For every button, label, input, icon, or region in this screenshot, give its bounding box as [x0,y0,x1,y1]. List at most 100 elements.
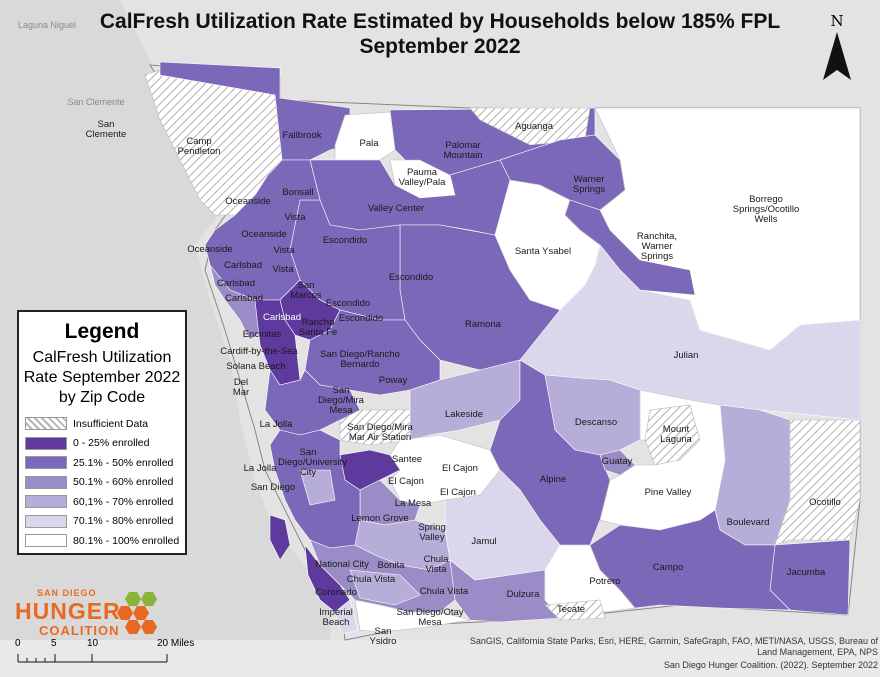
legend-swatch [25,514,67,528]
label-potrero: Potrero [589,576,621,587]
zip-oceanside-vista [204,159,321,301]
label-oceanside-2: Oceanside [241,229,287,240]
label-la-jolla-1: La Jolla [259,419,293,430]
legend-swatch [25,534,67,548]
legend-swatch [25,436,67,450]
label-university-city: San Diego/University City [278,447,348,478]
hexagon-logo-icon [117,592,157,634]
label-la-mesa: La Mesa [394,498,432,509]
scale-tick-0: 0 [15,638,21,649]
logo-line-2: HUNGER [15,598,121,624]
label-carlsbad-3: Carlsbad [224,293,264,304]
label-solana-beach: Solana Beach [226,361,286,372]
label-encinitas: Encinitas [242,329,282,340]
label-santee: Santee [391,454,423,465]
label-chula-vista-1: Chula Vista [423,554,449,575]
label-pine-valley: Pine Valley [644,487,692,498]
legend-row: 0 - 25% enrolled [25,434,185,454]
north-arrow: N [820,12,854,90]
label-ranchita: Ranchita, Warner Springs [636,231,678,262]
label-carlsbad-4: Carlsbad [262,312,302,323]
label-santa-ysabel: Santa Ysabel [514,246,572,257]
label-carlsbad-1: Carlsbad [223,260,263,271]
label-rancho-bernardo: San Diego/Rancho Bernardo [320,349,400,370]
scale-bar: 0 5 10 20 Miles [15,638,215,672]
label-otay-mesa: San Diego/Otay Mesa [396,607,464,628]
label-escondido-1: Escondido [322,235,368,246]
label-poway: Poway [378,375,408,386]
zip-ocotillo [774,419,861,546]
label-mount-laguna: Mount Laguna [660,424,692,445]
label-fallbrook: Fallbrook [282,130,322,141]
legend-row: Insufficient Data [25,414,185,434]
scale-tick-5: 5 [51,638,57,649]
north-arrow-icon [823,32,851,80]
label-san-diego: San Diego [250,482,296,493]
logo-line-1: SAN DIEGO [37,588,97,598]
label-del-mar: Del Mar [232,377,250,398]
legend-row: 80.1% - 100% enrolled [25,531,185,551]
label-camp-pendleton: Camp Pendleton [177,136,221,157]
basemap-mexico [0,640,880,677]
map-subtitle: September 2022 [359,35,521,58]
label-mira-mesa: San Diego/Mira Mesa [318,385,364,416]
label-pauma-valley: Pauma Valley/Pala [398,167,446,188]
label-lemon-grove: Lemon Grove [351,513,409,524]
label-alpine: Alpine [539,474,567,485]
label-la-jolla-2: La Jolla [243,463,277,474]
label-lakeside: Lakeside [444,409,484,420]
zip-chula-vista-east [349,569,421,606]
label-boulevard: Boulevard [726,517,770,528]
label-imperial-beach: Imperial Beach [319,607,353,628]
legend-heading: Legend [64,320,140,343]
zip-carlsbad [209,264,266,341]
north-label: N [830,12,844,30]
legend-row: 70.1% - 80% enrolled [25,512,185,532]
legend-swatch [25,495,67,509]
label-jacumba: Jacumba [786,567,826,578]
label-ramona: Ramona [465,319,501,330]
label-pala: Pala [359,138,379,149]
label-guatay: Guatay [601,456,633,467]
zip-tecate [544,599,606,621]
legend-swatch-hatch [25,417,67,431]
label-escondido-4: Escondido [338,313,384,324]
label-miramar: San Diego/Mira Mar Air Station [347,422,413,443]
legend: Legend CalFresh Utilization Rate Septemb… [17,310,187,555]
label-palomar-mountain: Palomar Mountain [443,140,483,161]
legend-label: 80.1% - 100% enrolled [73,534,180,547]
legend-subtitle: CalFresh Utilization Rate September 2022… [23,349,181,406]
label-carlsbad-2: Carlsbad [216,278,256,289]
label-escondido-2: Escondido [388,272,434,283]
label-vista-1: Vista [284,212,306,223]
legend-row: 25.1% - 50% enrolled [25,453,185,473]
map-title: CalFresh Utilization Rate Estimated by H… [99,10,781,33]
label-san-ysidro: San Ysidro [369,626,397,647]
label-valley-center: Valley Center [367,203,425,214]
zip-fallbrook [159,61,351,161]
legend-label: Insufficient Data [73,417,149,430]
zip-imperial-beach [334,599,359,635]
label-spring-valley: Spring Valley [418,522,446,543]
label-vista-3: Vista [272,264,294,275]
legend-label: 60,1% - 70% enrolled [73,495,174,508]
zip-university-city [299,469,336,506]
label-rancho-santa-fe: Rancho Santa Fe [298,317,338,338]
citation-credit: San Diego Hunger Coalition. (2022). Sept… [663,660,878,670]
label-dulzura: Dulzura [506,589,540,600]
sources-credit: SanGIS, California State Parks, Esri, HE… [469,636,878,657]
label-oceanside-3: Oceanside [187,244,233,255]
label-aguanga: Aguanga [514,121,554,132]
legend-swatch [25,456,67,470]
zip-pala [334,111,396,161]
zip-otay-mesa [354,599,471,633]
label-national-city: National City [315,559,369,570]
label-julian: Julian [673,350,699,361]
label-oceanside-1: Oceanside [225,196,271,207]
legend-swatch [25,475,67,489]
zip-coronado-strip [269,514,291,561]
label-san-clemente: San Clemente [85,119,127,140]
label-ocotillo: Ocotillo [809,497,841,508]
legend-label: 70.1% - 80% enrolled [73,515,174,528]
